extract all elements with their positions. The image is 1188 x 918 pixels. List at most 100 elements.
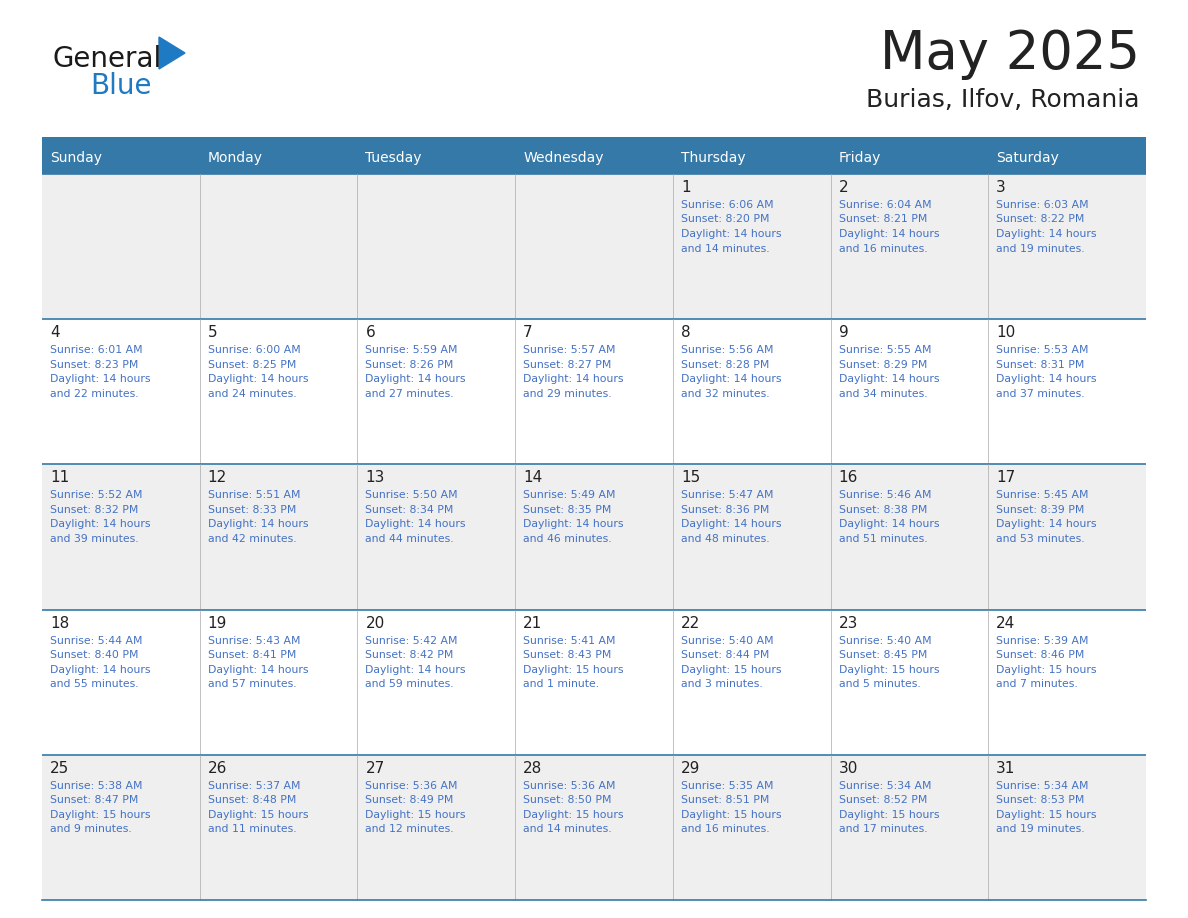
Bar <box>988 142 1146 174</box>
Text: Daylight: 14 hours: Daylight: 14 hours <box>366 665 466 675</box>
Text: 4: 4 <box>50 325 59 341</box>
Text: 24: 24 <box>997 616 1016 631</box>
Text: Sunset: 8:31 PM: Sunset: 8:31 PM <box>997 360 1085 370</box>
Text: 10: 10 <box>997 325 1016 341</box>
Text: 23: 23 <box>839 616 858 631</box>
Text: and 19 minutes.: and 19 minutes. <box>997 243 1085 253</box>
Text: Sunset: 8:53 PM: Sunset: 8:53 PM <box>997 795 1085 805</box>
Text: Sunday: Sunday <box>50 151 102 165</box>
Text: 17: 17 <box>997 470 1016 486</box>
Text: 16: 16 <box>839 470 858 486</box>
Text: Sunset: 8:32 PM: Sunset: 8:32 PM <box>50 505 138 515</box>
Text: and 44 minutes.: and 44 minutes. <box>366 534 454 543</box>
Text: Sunset: 8:44 PM: Sunset: 8:44 PM <box>681 650 770 660</box>
Text: Sunrise: 5:49 AM: Sunrise: 5:49 AM <box>523 490 615 500</box>
Text: Daylight: 15 hours: Daylight: 15 hours <box>523 665 624 675</box>
Text: Sunrise: 6:03 AM: Sunrise: 6:03 AM <box>997 200 1089 210</box>
Text: Sunrise: 5:56 AM: Sunrise: 5:56 AM <box>681 345 773 355</box>
Text: Daylight: 15 hours: Daylight: 15 hours <box>366 810 466 820</box>
Text: Daylight: 15 hours: Daylight: 15 hours <box>997 810 1097 820</box>
Text: 21: 21 <box>523 616 543 631</box>
Text: 28: 28 <box>523 761 543 776</box>
Text: Sunrise: 5:36 AM: Sunrise: 5:36 AM <box>523 781 615 790</box>
Text: Sunset: 8:46 PM: Sunset: 8:46 PM <box>997 650 1085 660</box>
Text: Daylight: 14 hours: Daylight: 14 hours <box>839 520 939 530</box>
Text: Tuesday: Tuesday <box>366 151 422 165</box>
Text: Sunrise: 6:06 AM: Sunrise: 6:06 AM <box>681 200 773 210</box>
Text: Sunset: 8:21 PM: Sunset: 8:21 PM <box>839 215 927 225</box>
Text: Sunrise: 5:34 AM: Sunrise: 5:34 AM <box>997 781 1088 790</box>
Text: Daylight: 15 hours: Daylight: 15 hours <box>839 665 939 675</box>
Text: 6: 6 <box>366 325 375 341</box>
Text: Sunrise: 5:51 AM: Sunrise: 5:51 AM <box>208 490 301 500</box>
Text: and 7 minutes.: and 7 minutes. <box>997 679 1078 689</box>
Text: Sunset: 8:20 PM: Sunset: 8:20 PM <box>681 215 770 225</box>
Text: Daylight: 14 hours: Daylight: 14 hours <box>208 520 308 530</box>
Text: and 32 minutes.: and 32 minutes. <box>681 388 770 398</box>
Text: May 2025: May 2025 <box>880 28 1140 80</box>
Text: Saturday: Saturday <box>997 151 1060 165</box>
Text: Sunrise: 5:38 AM: Sunrise: 5:38 AM <box>50 781 143 790</box>
Text: Daylight: 15 hours: Daylight: 15 hours <box>997 665 1097 675</box>
Text: Sunset: 8:35 PM: Sunset: 8:35 PM <box>523 505 612 515</box>
Text: Daylight: 14 hours: Daylight: 14 hours <box>208 375 308 385</box>
Text: Thursday: Thursday <box>681 151 746 165</box>
Text: Sunrise: 5:37 AM: Sunrise: 5:37 AM <box>208 781 301 790</box>
Text: 31: 31 <box>997 761 1016 776</box>
Text: Daylight: 15 hours: Daylight: 15 hours <box>839 810 939 820</box>
Text: and 42 minutes.: and 42 minutes. <box>208 534 296 543</box>
Text: Sunrise: 5:44 AM: Sunrise: 5:44 AM <box>50 635 143 645</box>
Text: Sunset: 8:38 PM: Sunset: 8:38 PM <box>839 505 927 515</box>
Text: 13: 13 <box>366 470 385 486</box>
Text: 2: 2 <box>839 180 848 195</box>
Text: Sunrise: 5:39 AM: Sunrise: 5:39 AM <box>997 635 1088 645</box>
Text: General: General <box>52 45 162 73</box>
Text: Daylight: 15 hours: Daylight: 15 hours <box>523 810 624 820</box>
Text: 11: 11 <box>50 470 69 486</box>
Bar <box>830 142 988 174</box>
Text: and 5 minutes.: and 5 minutes. <box>839 679 921 689</box>
Text: and 55 minutes.: and 55 minutes. <box>50 679 139 689</box>
Text: and 27 minutes.: and 27 minutes. <box>366 388 454 398</box>
Text: and 1 minute.: and 1 minute. <box>523 679 599 689</box>
Text: 9: 9 <box>839 325 848 341</box>
Text: 19: 19 <box>208 616 227 631</box>
Text: Daylight: 14 hours: Daylight: 14 hours <box>366 520 466 530</box>
Text: Sunrise: 5:45 AM: Sunrise: 5:45 AM <box>997 490 1088 500</box>
Text: Wednesday: Wednesday <box>523 151 604 165</box>
Text: Monday: Monday <box>208 151 263 165</box>
Text: 20: 20 <box>366 616 385 631</box>
Text: Daylight: 14 hours: Daylight: 14 hours <box>50 520 151 530</box>
Polygon shape <box>159 37 185 69</box>
Text: Friday: Friday <box>839 151 881 165</box>
Text: Daylight: 14 hours: Daylight: 14 hours <box>523 375 624 385</box>
Text: 3: 3 <box>997 180 1006 195</box>
Text: Sunrise: 5:43 AM: Sunrise: 5:43 AM <box>208 635 301 645</box>
Text: Daylight: 14 hours: Daylight: 14 hours <box>523 520 624 530</box>
Text: Daylight: 14 hours: Daylight: 14 hours <box>366 375 466 385</box>
Text: Daylight: 15 hours: Daylight: 15 hours <box>681 810 782 820</box>
Text: 7: 7 <box>523 325 532 341</box>
Text: and 17 minutes.: and 17 minutes. <box>839 824 927 834</box>
Text: Sunset: 8:33 PM: Sunset: 8:33 PM <box>208 505 296 515</box>
Text: Sunset: 8:29 PM: Sunset: 8:29 PM <box>839 360 927 370</box>
Text: and 29 minutes.: and 29 minutes. <box>523 388 612 398</box>
Text: and 16 minutes.: and 16 minutes. <box>839 243 927 253</box>
Text: Sunset: 8:52 PM: Sunset: 8:52 PM <box>839 795 927 805</box>
Bar <box>42 610 1146 755</box>
Text: Daylight: 14 hours: Daylight: 14 hours <box>50 665 151 675</box>
Text: Sunrise: 5:47 AM: Sunrise: 5:47 AM <box>681 490 773 500</box>
Text: and 46 minutes.: and 46 minutes. <box>523 534 612 543</box>
Text: Daylight: 14 hours: Daylight: 14 hours <box>997 229 1097 239</box>
Text: 1: 1 <box>681 180 690 195</box>
Text: Sunrise: 5:52 AM: Sunrise: 5:52 AM <box>50 490 143 500</box>
Text: Sunrise: 6:00 AM: Sunrise: 6:00 AM <box>208 345 301 355</box>
Text: and 14 minutes.: and 14 minutes. <box>523 824 612 834</box>
Text: 26: 26 <box>208 761 227 776</box>
Text: and 22 minutes.: and 22 minutes. <box>50 388 139 398</box>
Text: and 59 minutes.: and 59 minutes. <box>366 679 454 689</box>
Text: Sunset: 8:48 PM: Sunset: 8:48 PM <box>208 795 296 805</box>
Text: 14: 14 <box>523 470 543 486</box>
Text: 18: 18 <box>50 616 69 631</box>
Text: Sunset: 8:45 PM: Sunset: 8:45 PM <box>839 650 927 660</box>
